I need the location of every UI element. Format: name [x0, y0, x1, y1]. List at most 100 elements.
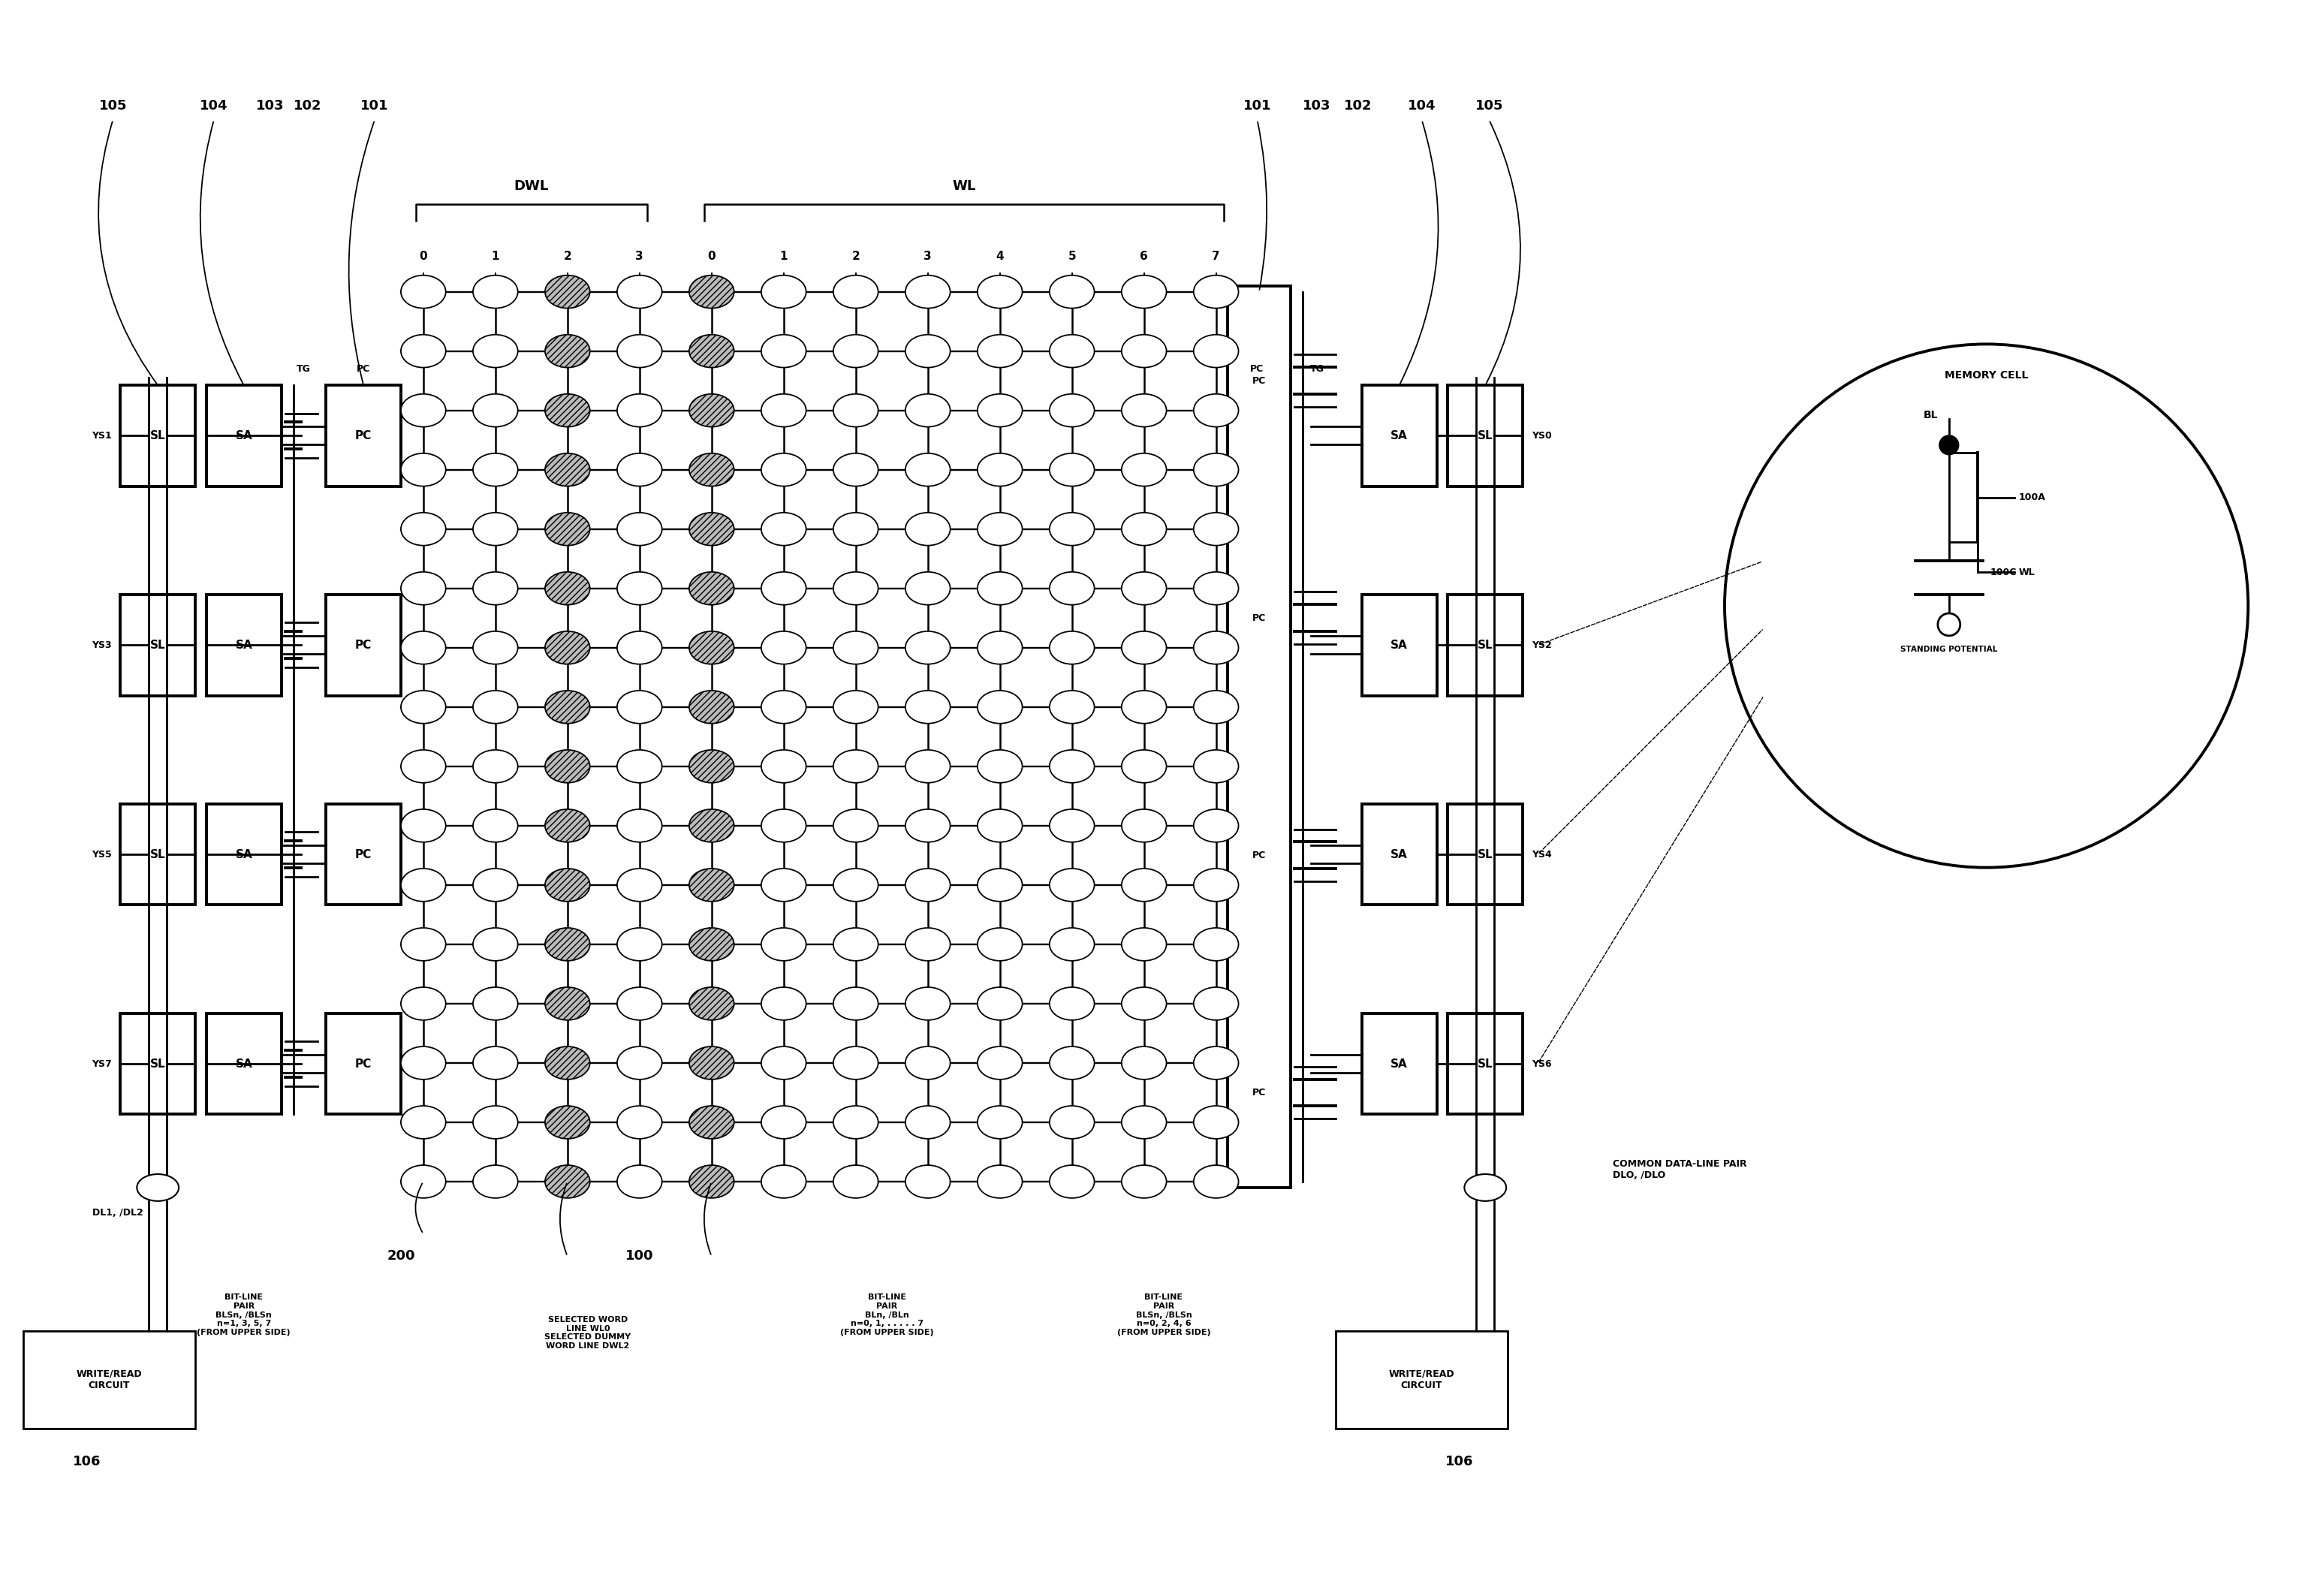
Ellipse shape [690, 988, 734, 1020]
Ellipse shape [1122, 691, 1166, 723]
Ellipse shape [402, 927, 445, 961]
Text: PC: PC [355, 640, 372, 651]
Ellipse shape [833, 453, 877, 487]
Ellipse shape [616, 691, 662, 723]
Ellipse shape [762, 988, 805, 1020]
Ellipse shape [402, 394, 445, 426]
Ellipse shape [976, 927, 1022, 961]
Ellipse shape [833, 1165, 877, 1199]
Ellipse shape [833, 335, 877, 367]
Ellipse shape [905, 394, 951, 426]
Ellipse shape [762, 453, 805, 487]
Ellipse shape [976, 1106, 1022, 1138]
Ellipse shape [402, 453, 445, 487]
Text: YS0: YS0 [1533, 431, 1551, 440]
Ellipse shape [690, 335, 734, 367]
Ellipse shape [833, 750, 877, 782]
Text: 1: 1 [780, 251, 787, 262]
Ellipse shape [402, 1165, 445, 1199]
Ellipse shape [545, 809, 591, 843]
Text: DWL: DWL [515, 179, 549, 193]
Ellipse shape [690, 394, 734, 426]
Text: 105: 105 [99, 99, 127, 112]
Ellipse shape [402, 1106, 445, 1138]
Ellipse shape [762, 571, 805, 605]
Text: DL1, /DL2: DL1, /DL2 [92, 1208, 143, 1218]
Ellipse shape [690, 927, 734, 961]
Bar [1447, 804, 1523, 905]
Ellipse shape [690, 1106, 734, 1138]
Ellipse shape [616, 1165, 662, 1199]
Circle shape [1939, 613, 1959, 635]
Ellipse shape [402, 571, 445, 605]
Text: 105: 105 [1475, 99, 1503, 112]
Text: BIT-LINE
PAIR
BLn, /BLn
n=0, 1, . . . . . 7
(FROM UPPER SIDE): BIT-LINE PAIR BLn, /BLn n=0, 1, . . . . … [840, 1294, 935, 1336]
Text: 106: 106 [1445, 1454, 1473, 1468]
Ellipse shape [1122, 1047, 1166, 1079]
Ellipse shape [905, 512, 951, 546]
Ellipse shape [402, 868, 445, 902]
Bar [1228, 286, 1290, 1187]
Ellipse shape [1193, 988, 1239, 1020]
Ellipse shape [402, 750, 445, 782]
Ellipse shape [616, 927, 662, 961]
Ellipse shape [1193, 1165, 1239, 1199]
Ellipse shape [762, 927, 805, 961]
Text: 101: 101 [1244, 99, 1272, 112]
Text: SL: SL [150, 640, 166, 651]
Ellipse shape [833, 1106, 877, 1138]
Ellipse shape [833, 1047, 877, 1079]
Text: SA: SA [1392, 849, 1408, 860]
Text: WL: WL [953, 179, 976, 193]
Ellipse shape [976, 691, 1022, 723]
Ellipse shape [473, 868, 517, 902]
Ellipse shape [976, 1047, 1022, 1079]
Text: SL: SL [1477, 429, 1493, 442]
Text: PC: PC [1251, 364, 1265, 373]
Ellipse shape [473, 571, 517, 605]
Text: WRITE/READ
CIRCUIT: WRITE/READ CIRCUIT [1389, 1369, 1454, 1390]
Ellipse shape [1193, 632, 1239, 664]
Ellipse shape [545, 988, 591, 1020]
Ellipse shape [1122, 394, 1166, 426]
Text: TG: TG [1311, 364, 1325, 373]
Bar [1447, 385, 1523, 487]
Bar [1447, 595, 1523, 696]
Ellipse shape [905, 1106, 951, 1138]
Ellipse shape [473, 691, 517, 723]
Ellipse shape [545, 1047, 591, 1079]
Text: 102: 102 [293, 99, 321, 112]
Ellipse shape [1050, 1047, 1094, 1079]
Ellipse shape [402, 691, 445, 723]
Ellipse shape [616, 1106, 662, 1138]
Text: BIT-LINE
PAIR
BLSn, /BLSn
n=1, 3, 5, 7
(FROM UPPER SIDE): BIT-LINE PAIR BLSn, /BLSn n=1, 3, 5, 7 (… [196, 1294, 291, 1336]
Ellipse shape [905, 750, 951, 782]
Ellipse shape [905, 691, 951, 723]
Ellipse shape [833, 988, 877, 1020]
Bar [325, 385, 402, 487]
Ellipse shape [473, 632, 517, 664]
Ellipse shape [1193, 512, 1239, 546]
Ellipse shape [1122, 1165, 1166, 1199]
Ellipse shape [1050, 1106, 1094, 1138]
Ellipse shape [545, 571, 591, 605]
Ellipse shape [545, 750, 591, 782]
Text: PC: PC [358, 364, 369, 373]
Text: PC: PC [1253, 1088, 1265, 1098]
Text: 102: 102 [1343, 99, 1373, 112]
Bar [325, 804, 402, 905]
Text: SL: SL [150, 849, 166, 860]
Ellipse shape [976, 632, 1022, 664]
Ellipse shape [473, 750, 517, 782]
Text: WRITE/READ
CIRCUIT: WRITE/READ CIRCUIT [76, 1369, 143, 1390]
Ellipse shape [690, 571, 734, 605]
Ellipse shape [1050, 512, 1094, 546]
Ellipse shape [1122, 988, 1166, 1020]
Text: 200: 200 [388, 1250, 415, 1262]
Text: SA: SA [1392, 429, 1408, 442]
Circle shape [1939, 436, 1959, 455]
Ellipse shape [976, 276, 1022, 308]
Text: SA: SA [235, 429, 252, 442]
Ellipse shape [976, 988, 1022, 1020]
Ellipse shape [402, 335, 445, 367]
